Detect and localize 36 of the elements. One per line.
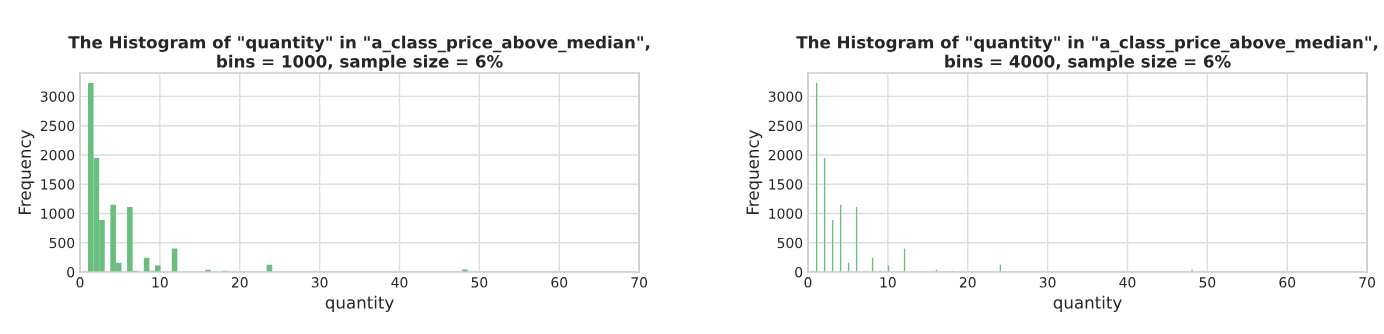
x-tick-label: 50 (471, 277, 488, 288)
y-tick-label: 2500 (40, 120, 75, 132)
y-axis-title: Frequency (746, 129, 763, 214)
x-tick-label: 0 (804, 277, 812, 288)
y-tick-label: 1500 (769, 179, 803, 190)
y-tick-label: 3000 (768, 91, 803, 102)
x-tick-label: 10 (880, 277, 896, 288)
x-tick-label: 50 (1199, 277, 1216, 288)
y-tick-label: 0 (67, 266, 75, 278)
y-tick-label: 1000 (769, 208, 803, 219)
chart-title: The Histogram of "quantity" in "a_class_price_above_median", bins = 4000, sample size = 6% (796, 35, 1378, 71)
y-tick-label: 500 (777, 237, 803, 249)
y-tick-label: 1500 (41, 179, 75, 190)
y-tick-label: 2000 (768, 149, 803, 161)
y-tick-label: 500 (49, 237, 75, 249)
y-tick-label: 3000 (40, 91, 75, 102)
x-tick-label: 70 (631, 277, 648, 288)
y-axis-title: Frequency (18, 129, 35, 214)
x-tick-label: 20 (231, 277, 248, 288)
chart-title: The Histogram of "quantity" in "a_class_price_above_median", bins = 1000, sample size = 6% (68, 35, 650, 71)
x-tick-label: 40 (1119, 277, 1136, 288)
x-axis-title: quantity (325, 295, 394, 312)
x-tick-label: 20 (959, 277, 976, 288)
y-tick-label: 1000 (41, 208, 75, 219)
x-tick-label: 40 (391, 277, 408, 288)
y-tick-label: 0 (795, 266, 803, 278)
y-tick-label: 2500 (768, 120, 803, 132)
x-axis-title: quantity (1053, 295, 1122, 312)
x-tick-label: 30 (311, 277, 328, 288)
x-tick-label: 0 (76, 277, 84, 288)
y-tick-label: 2000 (40, 149, 75, 161)
x-tick-label: 10 (152, 277, 168, 288)
x-tick-label: 60 (1279, 277, 1296, 288)
x-tick-label: 70 (1359, 277, 1376, 288)
x-tick-label: 30 (1039, 277, 1056, 288)
x-tick-label: 60 (551, 277, 568, 288)
